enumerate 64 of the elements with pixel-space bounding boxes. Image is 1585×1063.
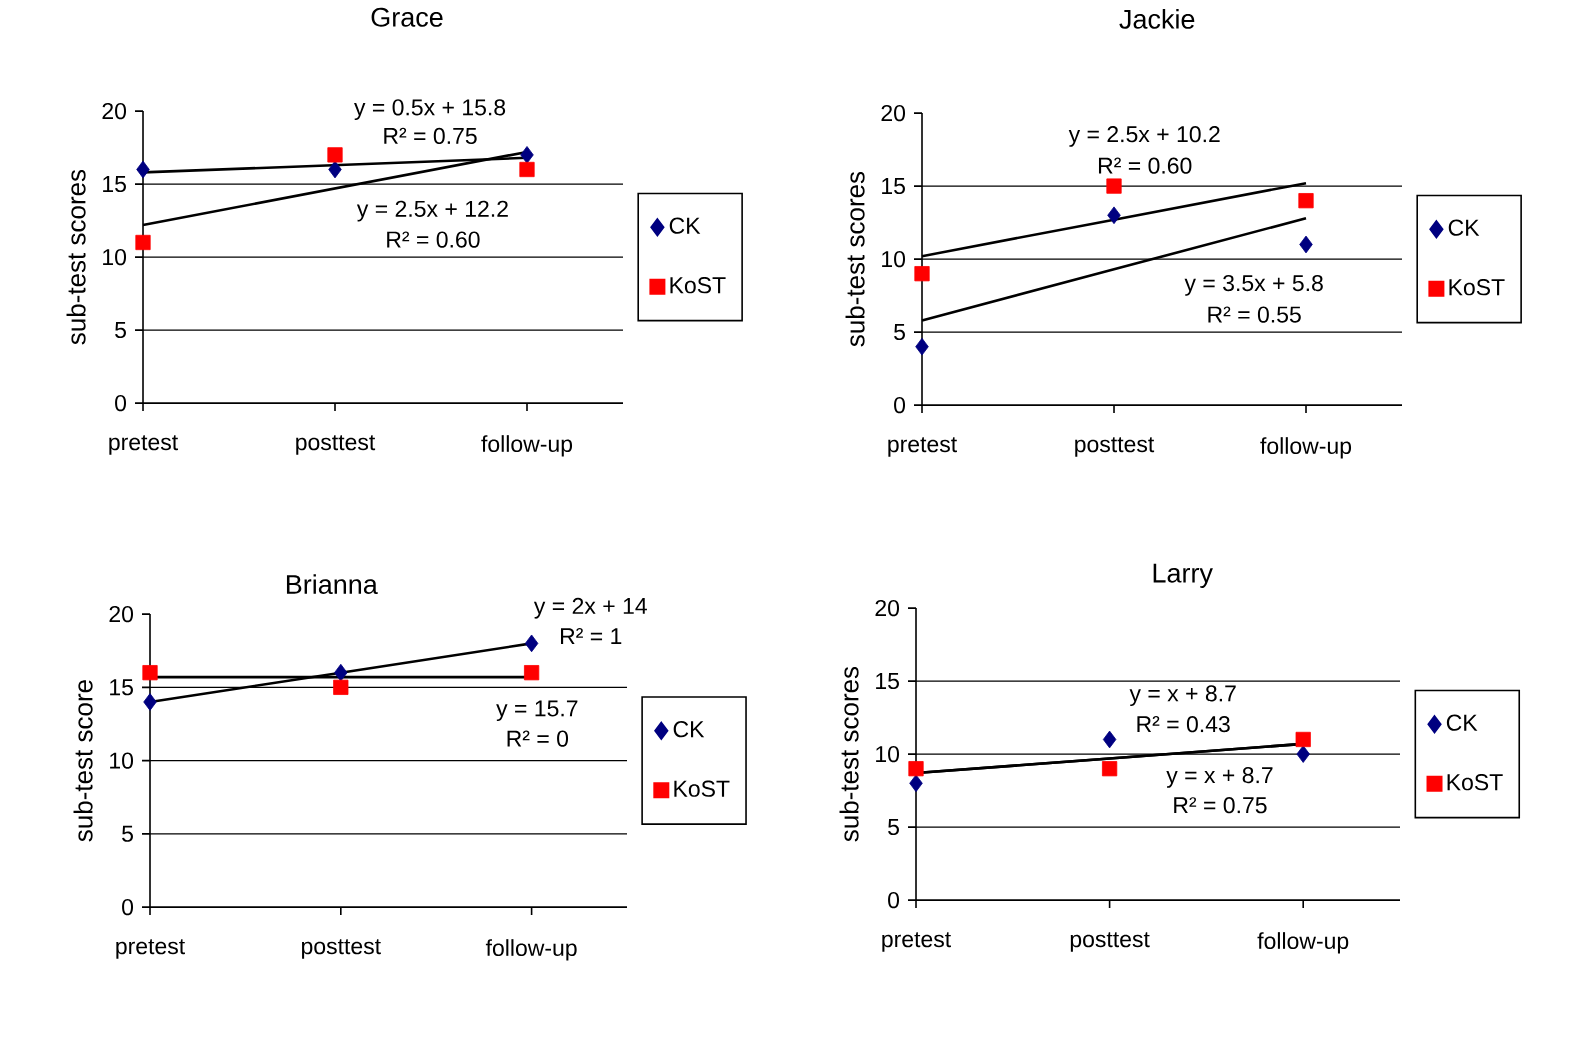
chart-title: Larry (1153, 563, 1213, 588)
y-axis-title: sub-test score (73, 680, 93, 842)
y-tick-label: 5 (894, 324, 905, 341)
legend-label: KoST (674, 780, 730, 797)
annotation: R² = 0.55 (1208, 306, 1301, 323)
annotation: y = 0.5x + 15.8 (354, 99, 506, 120)
chart-title: Brianna (286, 574, 378, 594)
y-tick-label: 15 (110, 679, 133, 696)
y-tick-label: 20 (102, 102, 127, 120)
annotation: R² = 0.75 (384, 127, 477, 145)
legend-label: CK (1448, 219, 1480, 236)
y-tick-label: 15 (103, 176, 126, 193)
annotation: y = x + 8.7 (1166, 766, 1273, 788)
y-axis-title: sub-test scores (66, 169, 86, 345)
annotation: y = 2.5x + 12.2 (356, 200, 508, 222)
x-tick-label: posttest (296, 435, 376, 455)
x-tick-label: posttest (1075, 437, 1155, 457)
y-tick-label: 0 (122, 898, 134, 916)
annotation: y = x + 8.7 (1129, 685, 1236, 707)
annotation: R² = 0.60 (1098, 157, 1192, 174)
y-tick-label: 5 (888, 819, 899, 836)
annotation: R² = 0.43 (1137, 715, 1230, 733)
y-tick-label: 10 (876, 745, 900, 763)
legend-label: KoST (1447, 774, 1503, 791)
y-tick-label: 10 (882, 250, 906, 268)
annotation: R² = 0.60 (387, 231, 480, 248)
y-tick-label: 10 (103, 248, 127, 266)
annotation: R² = 1 (561, 628, 622, 644)
chart-title: Grace (371, 7, 443, 27)
x-tick-label: posttest (1070, 932, 1150, 952)
y-tick-label: 15 (876, 673, 899, 690)
y-tick-label: 10 (110, 752, 134, 769)
y-tick-label: 0 (115, 394, 127, 412)
y-tick-label: 20 (881, 104, 906, 122)
y-tick-label: 0 (888, 891, 900, 909)
x-tick-label: follow-up (1257, 932, 1349, 954)
y-tick-label: 5 (115, 322, 126, 339)
y-axis-title: sub-test scores (839, 666, 859, 842)
x-tick-label: posttest (302, 939, 381, 959)
annotation: y = 2.5x + 10.2 (1068, 125, 1220, 147)
chart-title: Jackie (1119, 8, 1195, 29)
annotation: y = 3.5x + 5.8 (1184, 274, 1323, 296)
y-tick-label: 5 (122, 825, 133, 842)
x-tick-label: follow-up (1260, 437, 1352, 459)
x-tick-label: pretest (888, 437, 957, 457)
legend-label: CK (673, 721, 705, 738)
x-tick-label: pretest (882, 932, 951, 952)
legend-label: CK (669, 217, 701, 234)
x-tick-label: follow-up (481, 435, 573, 457)
annotation: y = 15.7 (496, 700, 578, 722)
annotation: R² = 0.75 (1174, 797, 1267, 814)
y-tick-label: 20 (109, 605, 134, 623)
annotation: y = 2x + 14 (533, 597, 647, 619)
legend-label: CK (1446, 714, 1478, 731)
x-tick-label: pretest (109, 435, 178, 455)
annotation: R² = 0 (507, 730, 569, 747)
y-tick-label: 15 (882, 178, 905, 195)
x-tick-label: pretest (116, 939, 185, 959)
legend-label: KoST (1449, 279, 1505, 296)
y-tick-label: 20 (875, 599, 900, 617)
legend-label: KoST (670, 277, 726, 294)
y-tick-label: 0 (894, 396, 906, 414)
x-tick-label: follow-up (485, 939, 577, 961)
y-axis-title: sub-test scores (845, 171, 865, 347)
